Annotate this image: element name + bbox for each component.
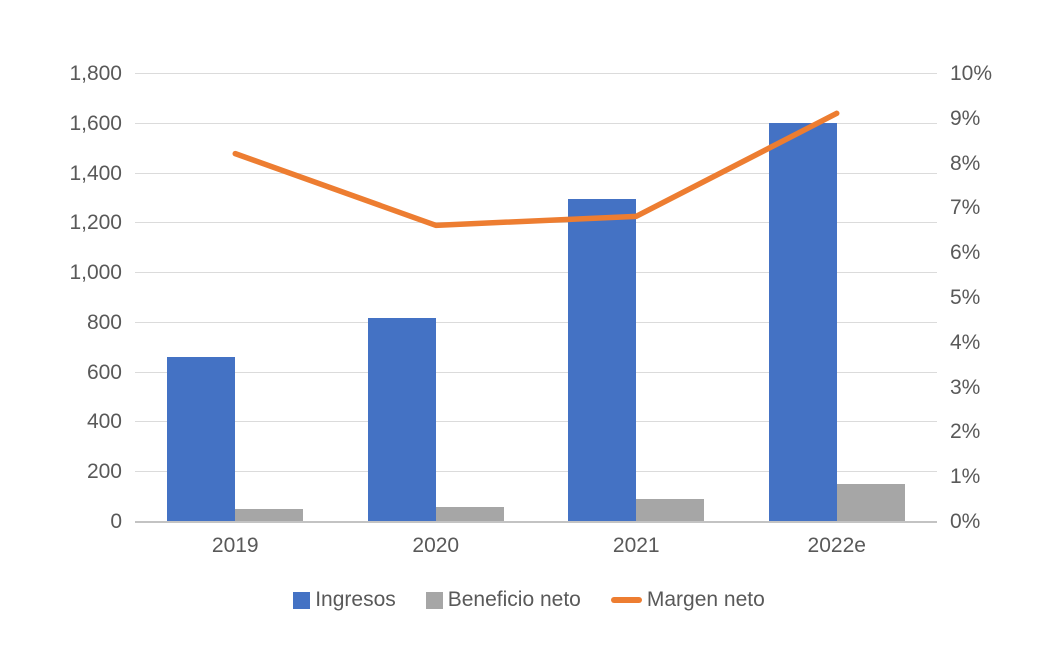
gridline [135,371,937,373]
bar-beneficio-neto-2021 [636,498,705,521]
y-axis-right-tick: 6% [950,241,981,265]
bar-beneficio-neto-2020 [435,507,504,521]
y-axis-right-tick: 8% [950,151,981,175]
y-axis-left-tick: 1,600 [69,111,122,135]
y-axis-left-tick: 1,800 [69,62,122,85]
bar-beneficio-neto-2022e [836,483,905,521]
x-axis-label: 2020 [412,534,460,557]
legend-line-marker-icon [610,597,642,603]
margen-neto-line [232,110,840,229]
gridline [135,471,937,473]
bar-ingresos-2019 [167,356,236,521]
x-axis-line [135,521,937,523]
y-axis-left-tick: 1,000 [69,261,122,285]
y-axis-left-tick: 0 [110,510,122,533]
bar-ingresos-2020 [367,318,436,521]
y-axis-left-tick: 800 [86,310,122,334]
gridline [135,122,937,124]
legend-label: Margen neto [646,588,765,611]
y-axis-left-tick: 1,400 [69,161,122,185]
y-axis-right-tick: 9% [950,106,981,130]
y-axis-right-tick: 2% [950,420,981,444]
y-axis-left-tick: 1,200 [69,211,122,235]
x-axis-label: 2021 [612,534,660,557]
y-axis-left-tick: 400 [86,410,122,434]
legend-item-beneficio-neto: Beneficio neto [425,588,581,612]
legend-square-marker-icon [293,591,311,609]
legend-label: Ingresos [315,588,396,611]
x-axis-label: 2019 [211,534,259,557]
y-axis-left-tick: 600 [86,360,122,384]
line-layer [232,110,840,229]
y-axis-right-tick: 4% [950,330,981,354]
y-axis-right-tick: 1% [950,465,981,489]
y-axis-right-tick: 0% [950,510,981,533]
bar-ingresos-2022e [768,122,837,521]
gridline [135,73,937,74]
bar-beneficio-neto-2019 [235,508,304,521]
y-axis-left-tick: 200 [86,460,122,484]
gridline [135,172,937,174]
gridline [135,272,937,274]
legend-item-ingresos: Ingresos [293,588,396,612]
y-axis-right-tick: 3% [950,375,981,399]
y-axis-right-tick: 5% [950,286,981,309]
gridline [135,321,937,323]
x-axis-label: 2022e [807,534,866,557]
y-axis-right-tick: 7% [950,196,981,220]
bar-ingresos-2021 [568,198,637,521]
legend: Ingresos Beneficio neto Margen neto [0,588,1058,612]
gridline [135,421,937,423]
legend-item-margen-neto: Margen neto [610,588,765,612]
plot-area [135,73,937,523]
legend-label: Beneficio neto [447,588,581,611]
y-axis-right-tick: 10% [950,62,993,85]
legend-square-marker-icon [425,591,443,609]
